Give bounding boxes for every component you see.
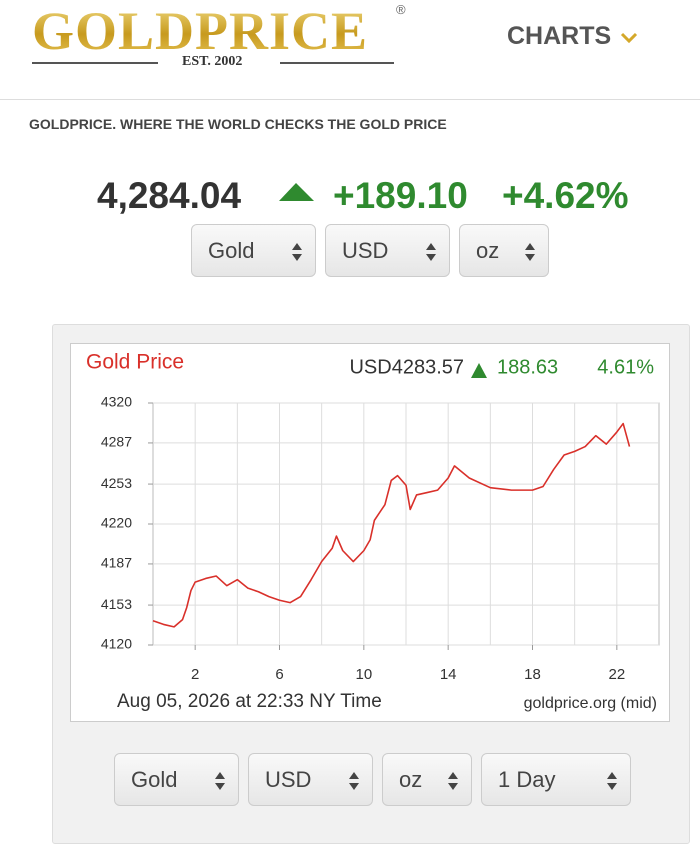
select-label: USD — [342, 238, 389, 263]
price-value: 4,284.04 — [97, 175, 242, 216]
chart-date: Aug 05, 2026 at 22:33 NY Time — [117, 691, 382, 712]
select-label: oz — [399, 767, 423, 792]
select-arrows — [607, 772, 617, 790]
y-tick-label: 4253 — [101, 475, 132, 491]
y-tick-label: 4120 — [101, 636, 132, 652]
x-tick-label: 10 — [355, 666, 372, 683]
tagline: GOLDPRICE. WHERE THE WORLD CHECKS THE GO… — [29, 116, 447, 132]
select[interactable]: oz — [382, 753, 472, 806]
y-tick-label: 4287 — [101, 434, 132, 450]
up-arrow — [279, 183, 314, 201]
nav-item[interactable]: CHARTS — [507, 22, 612, 50]
select[interactable]: oz — [459, 224, 549, 277]
chart-source: goldprice.org (mid) — [524, 695, 657, 712]
y-tick-label: 4220 — [101, 515, 132, 531]
y-tick-label: 4320 — [101, 394, 132, 410]
x-tick-label: 2 — [191, 666, 199, 683]
select-label: oz — [476, 238, 500, 263]
y-tick-label: 4187 — [101, 555, 132, 571]
select[interactable]: Gold — [191, 224, 316, 277]
price-line — [152, 422, 631, 628]
chart-title: Gold Price — [86, 351, 184, 374]
select-label: 1 Day — [498, 767, 556, 792]
logo[interactable]: GOLDPRICE — [32, 1, 369, 61]
select-label: USD — [265, 767, 312, 792]
select-arrows — [448, 772, 458, 790]
y-tick-label: 4153 — [101, 596, 132, 612]
select-label: Gold — [208, 238, 255, 263]
select-arrows — [215, 772, 225, 790]
select-arrows — [292, 243, 302, 261]
registered-mark: ® — [396, 2, 406, 17]
quote-price: USD4283.57 — [349, 356, 464, 378]
select-arrows — [349, 772, 359, 790]
select[interactable]: USD — [325, 224, 450, 277]
divider — [0, 99, 700, 100]
select-arrows — [426, 243, 436, 261]
quote-change-pct: 4.61% — [597, 356, 654, 378]
chart: Gold Price USD4283.57 188.63 4.61% oz Au… — [86, 351, 660, 712]
x-tick-label: 6 — [275, 666, 283, 683]
x-tick-label: 18 — [524, 666, 541, 683]
select[interactable]: 1 Day — [481, 753, 631, 806]
x-tick-label: 14 — [440, 666, 457, 683]
nav-chevron — [620, 32, 638, 44]
select[interactable]: USD — [248, 753, 373, 806]
quote-change: 188.63 — [497, 356, 558, 378]
established: EST. 2002 — [182, 54, 243, 69]
select-label: Gold — [131, 767, 178, 792]
quote-arrow — [471, 363, 487, 378]
price-change-pct: +4.62% — [502, 175, 629, 216]
x-tick-label: 22 — [608, 666, 625, 683]
select[interactable]: Gold — [114, 753, 239, 806]
logo-rule — [32, 62, 158, 64]
logo-rule — [280, 62, 394, 64]
price-change: +189.10 — [333, 175, 468, 216]
select-arrows — [525, 243, 535, 261]
